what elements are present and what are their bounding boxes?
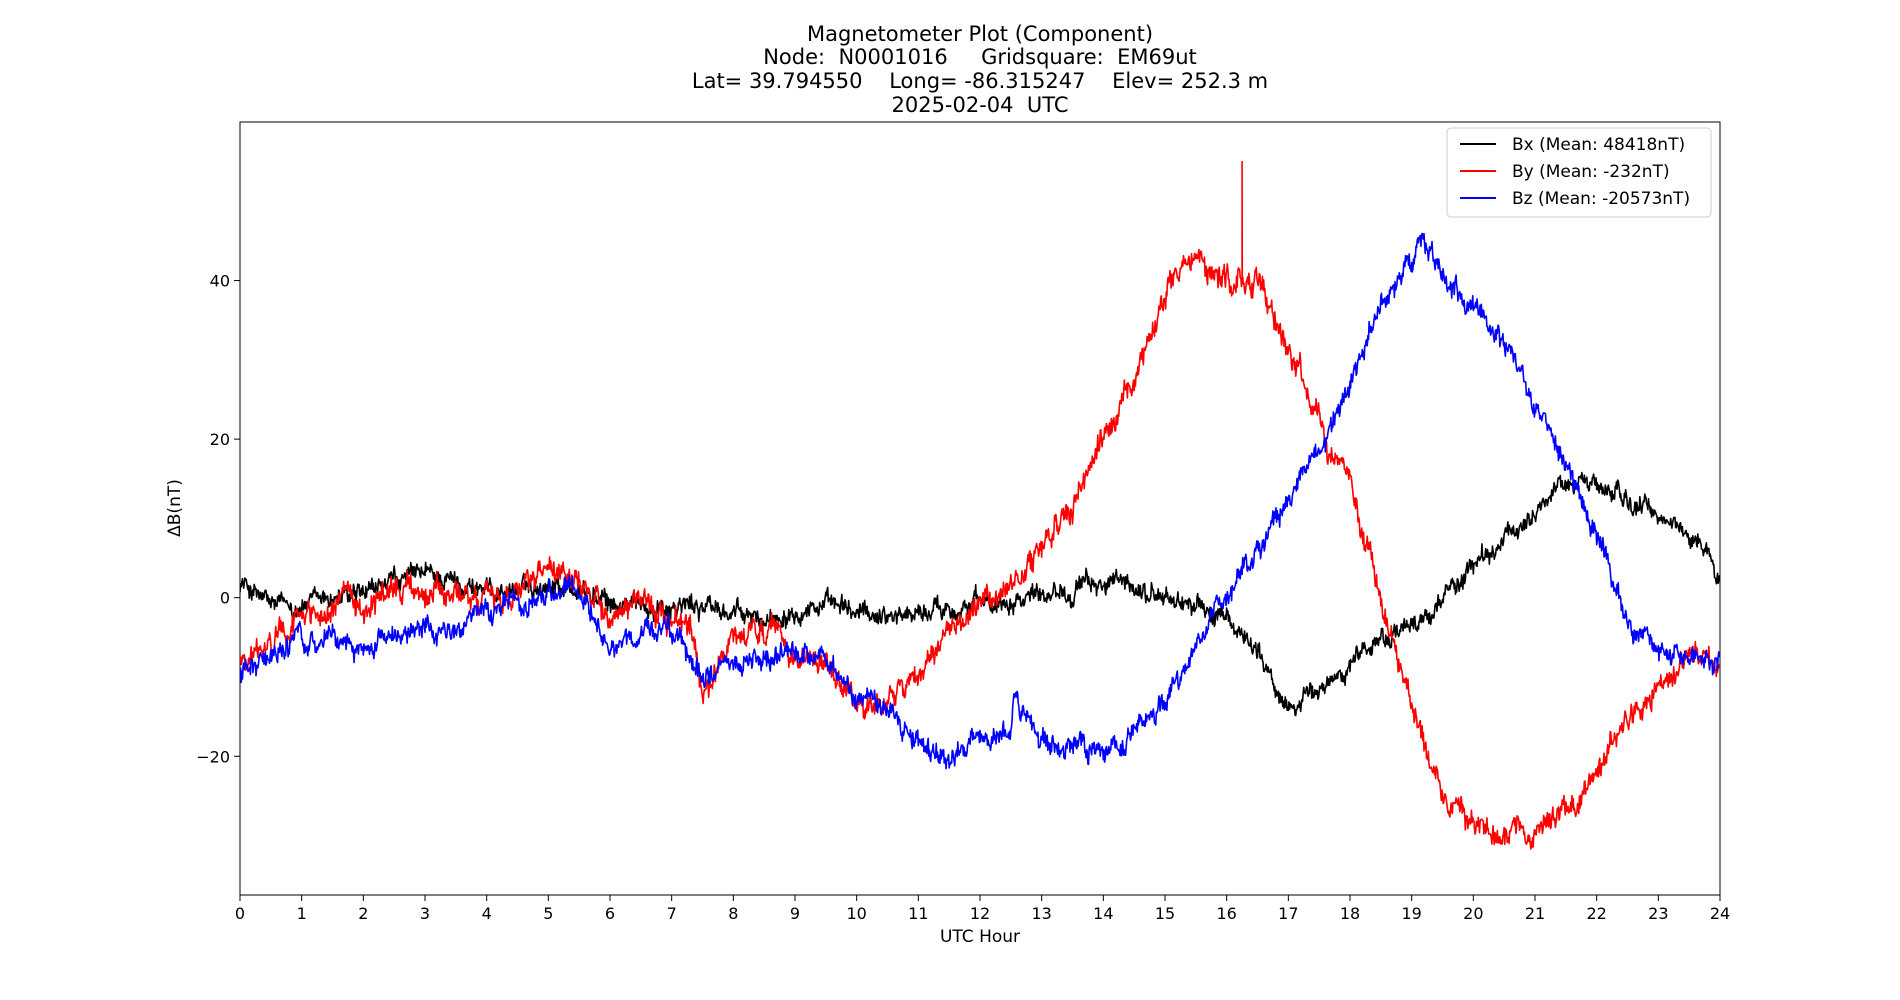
series-layer <box>240 160 1720 850</box>
legend-label-bx: Bx (Mean: 48418nT) <box>1512 135 1685 155</box>
x-axis-label: UTC Hour <box>940 927 1020 947</box>
x-tick-label: 7 <box>667 904 677 923</box>
x-tick-label: 22 <box>1586 904 1606 923</box>
legend-box <box>1446 127 1712 218</box>
node-gridsquare-line: Node: N0001016 Gridsquare: EM69ut <box>763 45 1197 69</box>
x-tick-label: 10 <box>846 904 866 923</box>
x-tick-label: 8 <box>728 904 738 923</box>
x-tick-label: 11 <box>908 904 928 923</box>
location-line: Lat= 39.794550 Long= -86.315247 Elev= 25… <box>692 69 1268 93</box>
x-tick-label: 4 <box>482 904 492 923</box>
x-tick-label: 1 <box>297 904 307 923</box>
legend-label-by: By (Mean: -232nT) <box>1512 162 1670 182</box>
x-tick-label: 5 <box>543 904 553 923</box>
x-tick-label: 3 <box>420 904 430 923</box>
y-axis-ticks: −20 0 20 40 <box>196 272 240 766</box>
x-tick-label: 12 <box>970 904 990 923</box>
y-tick-label: 40 <box>210 272 230 291</box>
legend-label-bz: Bz (Mean: -20573nT) <box>1512 189 1690 209</box>
x-axis-ticks: 0 1 2 3 4 5 6 7 8 9 10 11 12 13 14 15 16 17 18 19 20 21 22 23 24 <box>235 895 1730 923</box>
x-tick-label: 16 <box>1216 904 1236 923</box>
series-line-bx <box>240 471 1720 717</box>
x-tick-label: 23 <box>1648 904 1668 923</box>
chart-title: Magnetometer Plot (Component) <box>807 22 1153 46</box>
x-tick-label: 2 <box>358 904 368 923</box>
y-axis-label: ΔB(nT) <box>165 479 185 537</box>
series-line-by <box>240 160 1720 850</box>
x-tick-label: 13 <box>1031 904 1051 923</box>
x-tick-label: 18 <box>1340 904 1360 923</box>
x-tick-label: 9 <box>790 904 800 923</box>
x-tick-label: 0 <box>235 904 245 923</box>
x-tick-label: 14 <box>1093 904 1113 923</box>
x-tick-label: 19 <box>1401 904 1421 923</box>
legend: Bx (Mean: 48418nT) By (Mean: -232nT) Bz … <box>1446 127 1712 218</box>
plot-area <box>239 121 1721 896</box>
y-tick-label: 20 <box>210 430 230 449</box>
x-tick-label: 21 <box>1525 904 1545 923</box>
x-tick-label: 6 <box>605 904 615 923</box>
x-tick-label: 17 <box>1278 904 1298 923</box>
date-line: 2025-02-04 UTC <box>891 93 1068 117</box>
x-tick-label: 20 <box>1463 904 1483 923</box>
x-tick-label: 24 <box>1710 904 1730 923</box>
y-tick-label: −20 <box>196 747 230 766</box>
y-tick-label: 0 <box>220 589 230 608</box>
x-tick-label: 15 <box>1155 904 1175 923</box>
series-line-bz <box>240 232 1720 770</box>
